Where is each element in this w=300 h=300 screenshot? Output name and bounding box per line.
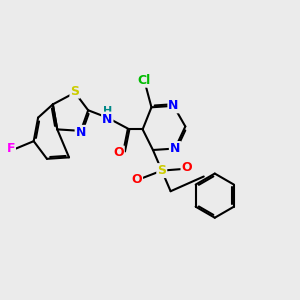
Text: N: N (170, 142, 180, 155)
Text: S: S (157, 164, 166, 177)
Text: O: O (113, 146, 124, 159)
Text: F: F (7, 142, 15, 155)
Text: O: O (182, 161, 192, 174)
Text: N: N (102, 112, 112, 126)
Text: N: N (168, 99, 179, 112)
Text: O: O (131, 173, 142, 186)
Text: N: N (76, 126, 86, 139)
Text: Cl: Cl (137, 74, 151, 87)
Text: H: H (103, 106, 112, 116)
Text: S: S (70, 85, 80, 98)
